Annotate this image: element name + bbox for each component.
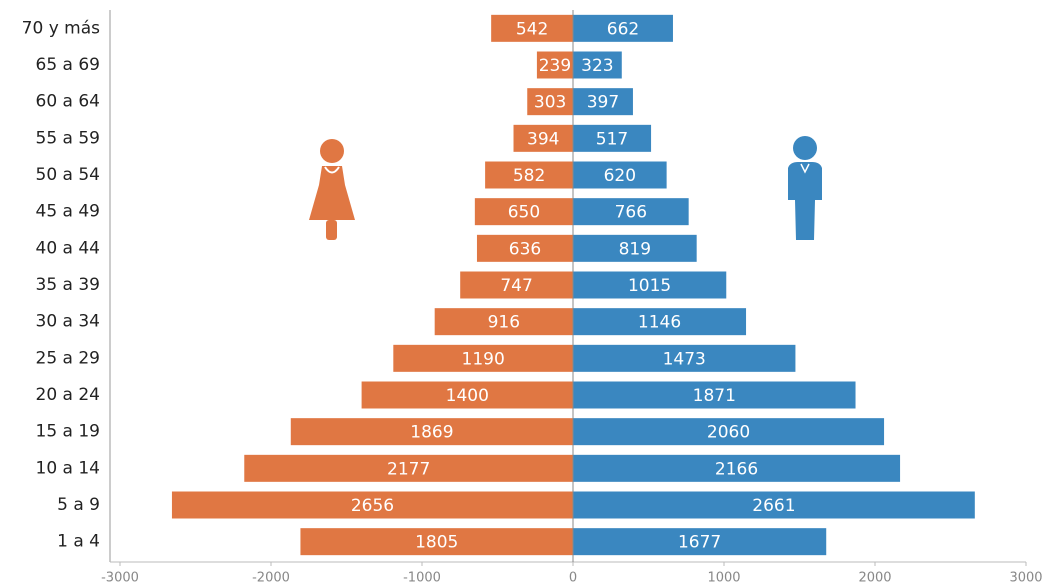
data-label: 323: [581, 56, 613, 76]
data-label: 1677: [678, 533, 721, 553]
x-tick-label: 0: [569, 571, 577, 585]
bar: [573, 234, 697, 262]
bar: [573, 381, 856, 409]
bar: [476, 234, 573, 262]
category-label: 65 a 69: [36, 55, 101, 75]
bar: [361, 381, 573, 409]
data-label: 2060: [707, 423, 750, 443]
x-tick-label: -2000: [252, 571, 290, 585]
bar: [573, 198, 689, 226]
data-label: 636: [509, 239, 541, 259]
x-tick-label: 3000: [1009, 571, 1042, 585]
male-icon: [788, 136, 822, 240]
bar: [527, 88, 573, 116]
data-label: 394: [527, 129, 559, 149]
bar: [290, 418, 573, 446]
bar: [573, 88, 633, 116]
x-tick-label: 1000: [707, 571, 740, 585]
bar: [573, 124, 652, 152]
data-label: 1869: [410, 423, 453, 443]
bar: [485, 161, 573, 189]
x-tick-label: -3000: [101, 571, 139, 585]
bar: [244, 454, 573, 482]
category-label: 30 a 34: [36, 312, 101, 332]
data-label: 2661: [752, 496, 795, 516]
bar: [573, 271, 727, 299]
data-label: 582: [513, 166, 545, 186]
data-label: 1146: [638, 313, 681, 333]
data-label: 1015: [628, 276, 671, 296]
data-label: 1805: [415, 533, 458, 553]
bar: [573, 418, 885, 446]
bar: [171, 491, 573, 519]
data-label: 517: [596, 129, 628, 149]
data-label: 650: [508, 203, 540, 223]
category-label: 55 a 59: [36, 128, 101, 148]
x-tick-label: -1000: [403, 571, 441, 585]
category-label: 1 a 4: [57, 532, 100, 552]
data-label: 819: [619, 239, 651, 259]
data-label: 542: [516, 19, 548, 39]
bar: [474, 198, 573, 226]
bar: [573, 491, 975, 519]
data-label: 1400: [446, 386, 489, 406]
bar: [491, 14, 573, 42]
bar: [573, 528, 827, 556]
bar: [434, 308, 573, 336]
category-label: 25 a 29: [36, 348, 101, 368]
data-label: 916: [488, 313, 520, 333]
bar: [300, 528, 573, 556]
data-label: 397: [587, 93, 619, 113]
data-label: 662: [607, 19, 639, 39]
data-label: 239: [539, 56, 571, 76]
category-label: 50 a 54: [36, 165, 101, 185]
bar: [536, 51, 573, 79]
category-label: 15 a 19: [36, 422, 101, 442]
category-label: 40 a 44: [36, 238, 101, 258]
category-label: 45 a 49: [36, 202, 101, 222]
category-label: 5 a 9: [57, 495, 100, 515]
data-label: 2177: [387, 459, 430, 479]
category-label: 70 y más: [22, 18, 100, 38]
bar: [573, 51, 622, 79]
bar: [573, 344, 796, 372]
data-label: 2656: [351, 496, 394, 516]
female-icon: [309, 139, 355, 240]
data-label: 1473: [663, 349, 706, 369]
data-label: 620: [604, 166, 636, 186]
data-label: 1871: [693, 386, 736, 406]
bar: [573, 161, 667, 189]
bar: [513, 124, 573, 152]
data-label: 2166: [715, 459, 758, 479]
category-label: 60 a 64: [36, 92, 101, 112]
x-tick-label: 2000: [858, 571, 891, 585]
bar: [460, 271, 573, 299]
data-label: 766: [615, 203, 647, 223]
bar: [573, 454, 901, 482]
bar: [393, 344, 573, 372]
category-label: 20 a 24: [36, 385, 101, 405]
category-label: 10 a 14: [36, 458, 101, 478]
bar: [573, 308, 747, 336]
data-label: 747: [500, 276, 532, 296]
data-label: 303: [534, 93, 566, 113]
bar: [573, 14, 673, 42]
category-label: 35 a 39: [36, 275, 101, 295]
data-label: 1190: [462, 349, 505, 369]
